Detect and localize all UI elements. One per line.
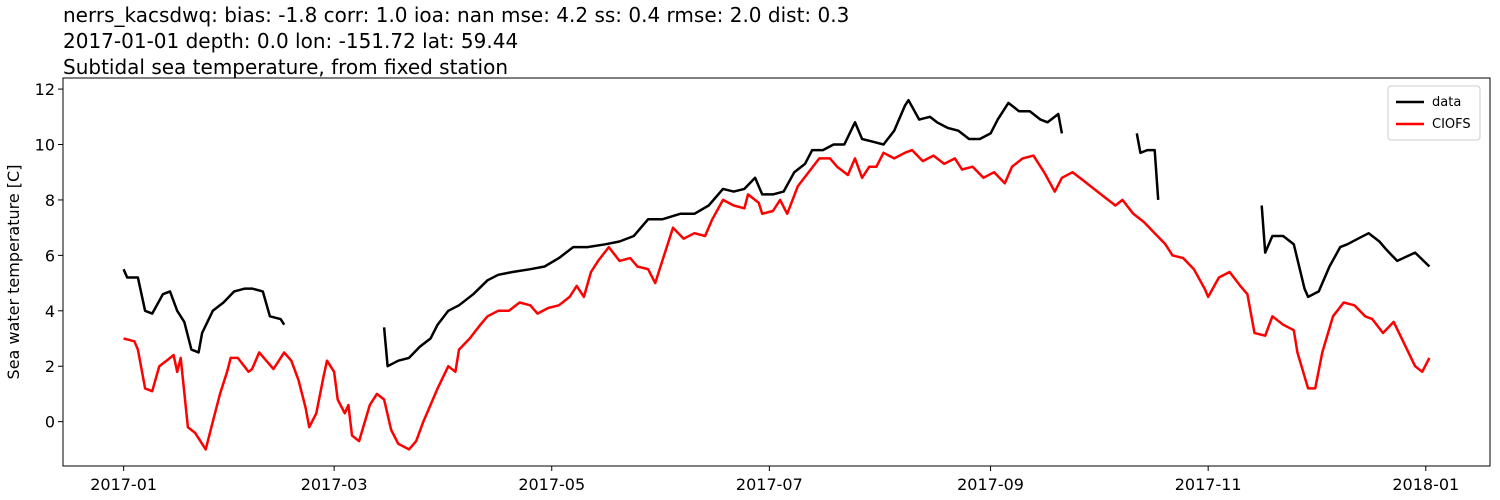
y-tick-label: 6 [45,246,55,265]
legend-label: CIOFS [1432,117,1471,132]
x-tick-label: 2017-07 [736,475,803,494]
y-tick-label: 8 [45,191,55,210]
y-tick-label: 4 [45,302,55,321]
y-tick-label: 12 [35,80,55,99]
y-tick-label: 2 [45,357,55,376]
legend-box [1387,85,1481,141]
legend: data CIOFS [1387,85,1481,141]
plot-frame [62,77,1491,467]
x-tick-label: 2017-09 [957,475,1024,494]
x-tick-label: 2017-05 [518,475,585,494]
y-tick-label: 0 [45,413,55,432]
x-tick-label: 2017-11 [1175,475,1242,494]
y-axis-label: Sea water temperature [C] [4,165,23,380]
x-tick-label: 2017-01 [90,475,157,494]
legend-label: data [1432,95,1461,110]
series-line [122,98,1431,368]
series-line [123,148,1431,451]
title-line: Subtidal sea temperature, from fixed sta… [63,55,508,79]
y-tick-label: 10 [35,136,55,155]
x-tick-label: 2018-01 [1392,475,1459,494]
title-line: nerrs_kacsdwq: bias: -1.8 corr: 1.0 ioa:… [63,3,849,27]
title-line: 2017-01-01 depth: 0.0 lon: -151.72 lat: … [63,29,518,53]
x-tick-label: 2017-03 [301,475,368,494]
